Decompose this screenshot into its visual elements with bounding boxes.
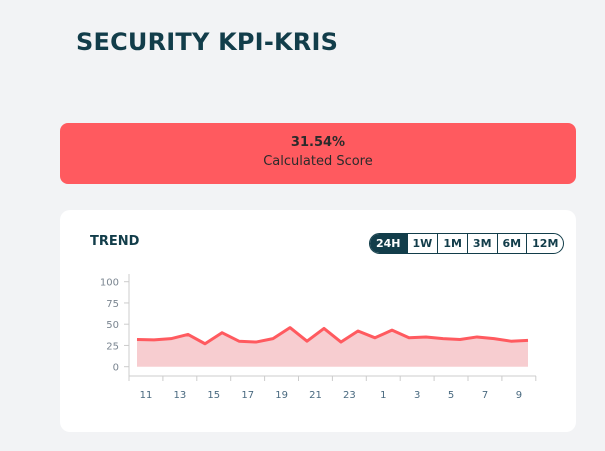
score-value: 31.54%: [290, 135, 346, 150]
score-label: Calculated Score: [263, 154, 373, 169]
y-tick-label: 75: [106, 299, 119, 310]
range-12m-button[interactable]: 12M: [526, 234, 563, 253]
x-tick-label: 15: [207, 390, 220, 401]
trend-heading: TREND: [90, 234, 140, 249]
trend-line: [136, 326, 529, 346]
range-3m-button[interactable]: 3M: [466, 234, 497, 253]
x-tick-label: 7: [482, 390, 488, 401]
range-1w-button[interactable]: 1W: [406, 234, 438, 253]
x-tick-label: 19: [275, 390, 288, 401]
x-tick-label: 3: [414, 390, 420, 401]
y-tick-label: 25: [106, 341, 119, 352]
calculated-score-card: 31.54% Calculated Score: [60, 123, 576, 184]
range-24h-button[interactable]: 24H: [370, 234, 407, 253]
x-tick-label: 21: [309, 390, 322, 401]
range-selector: 24H 1W 1M 3M 6M 12M: [369, 233, 565, 254]
x-tick-label: 1: [380, 390, 386, 401]
x-tick-label: 17: [241, 390, 254, 401]
y-tick-label: 100: [100, 278, 119, 289]
x-tick-label: 5: [448, 390, 454, 401]
y-tick-label: 0: [113, 363, 119, 374]
page-title: SECURITY KPI-KRIS: [76, 28, 339, 56]
x-tick-label: 23: [343, 390, 356, 401]
trend-area: [137, 327, 528, 367]
range-6m-button[interactable]: 6M: [496, 234, 527, 253]
x-tick-label: 11: [140, 390, 153, 401]
x-tick-label: 13: [174, 390, 187, 401]
y-tick-label: 50: [106, 320, 119, 331]
range-1m-button[interactable]: 1M: [437, 234, 467, 253]
x-tick-label: 9: [516, 390, 522, 401]
trend-card: TREND 24H 1W 1M 3M 6M 12M: [60, 210, 576, 432]
